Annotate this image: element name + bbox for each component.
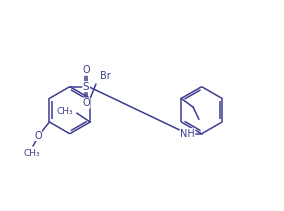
Text: S: S: [83, 82, 89, 92]
Text: O: O: [82, 65, 90, 75]
Text: Br: Br: [100, 70, 110, 81]
Text: CH₃: CH₃: [23, 149, 40, 158]
Text: O: O: [82, 98, 90, 108]
Text: CH₃: CH₃: [57, 107, 73, 116]
Text: NH: NH: [180, 129, 195, 139]
Text: O: O: [34, 131, 42, 141]
